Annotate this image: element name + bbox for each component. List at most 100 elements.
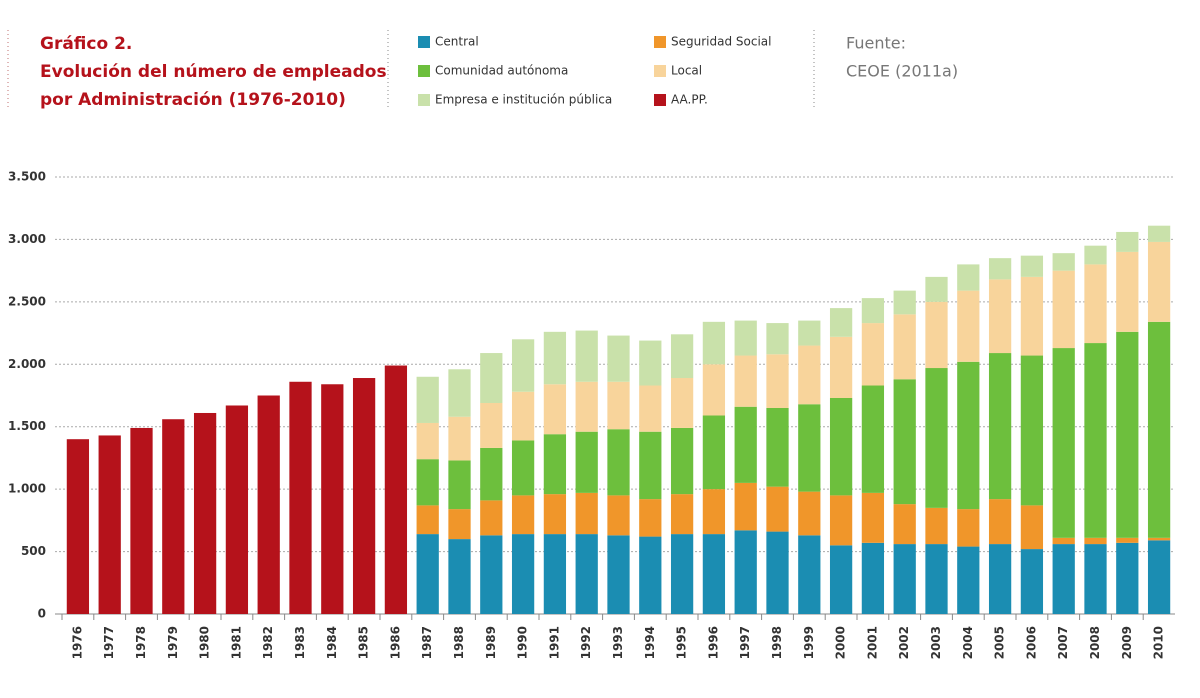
bar-segment [798, 491, 821, 536]
bar-segment [988, 258, 1012, 280]
y-tick-label: 3.500 [8, 170, 46, 184]
chart-title: por Administración (1976-2010) [40, 90, 346, 110]
bar-segment [893, 290, 916, 315]
bar-segment [1116, 537, 1139, 543]
bar-segment [575, 534, 598, 614]
bar-segment [321, 384, 344, 614]
bar-segment [766, 354, 789, 408]
bar-segment [639, 499, 662, 537]
bar-segment [607, 535, 630, 614]
x-tick-label: 1982 [261, 626, 275, 659]
bar-segment [1052, 270, 1075, 349]
legend-label: Empresa e institución pública [435, 93, 612, 107]
bar-segment [575, 492, 598, 535]
bar-segment [702, 321, 726, 365]
x-tick-label: 1976 [70, 626, 84, 659]
x-tick-label: 1981 [229, 626, 243, 659]
bar-segment [893, 379, 916, 505]
bar-segment [670, 427, 694, 495]
y-tick-label: 500 [21, 544, 46, 558]
legend-label: Seguridad Social [671, 35, 771, 49]
bar-segment [798, 535, 821, 614]
bar-segment [766, 531, 789, 614]
x-tick-label: 1985 [357, 626, 371, 659]
bar-segment [1116, 251, 1139, 332]
bar-segment [734, 355, 757, 407]
bar-segment [448, 369, 471, 417]
x-tick-label: 2002 [897, 626, 911, 659]
bar-segment [1084, 264, 1107, 344]
bar-segment [734, 320, 757, 356]
x-tick-label: 1999 [802, 626, 816, 659]
source: CEOE (2011a) [846, 62, 958, 81]
bar-segment [798, 320, 821, 346]
bar-segment [670, 378, 694, 428]
bar-segment [702, 364, 726, 416]
bar-segment [639, 431, 662, 500]
bar-segment [861, 298, 885, 324]
chart-title: Gráfico 2. [40, 34, 132, 54]
bar-segment [893, 504, 916, 545]
bar-segment [257, 395, 280, 614]
bar-segment [639, 340, 662, 386]
y-tick-label: 2.000 [8, 357, 46, 371]
bar-segment [480, 402, 503, 448]
bar-segment [416, 505, 439, 535]
x-tick-label: 1998 [770, 626, 784, 659]
x-tick-label: 1995 [675, 626, 689, 659]
bar-segment [416, 534, 439, 614]
bar-segment [670, 534, 694, 614]
legend-swatch [654, 94, 666, 106]
bar-segment [607, 429, 630, 496]
bar-segment [734, 530, 757, 614]
bar-segment [861, 323, 885, 386]
bar-segment [575, 381, 598, 432]
bar-segment [766, 323, 789, 355]
bar-segment [957, 546, 980, 614]
bar-segment [511, 534, 535, 614]
bar-segment [702, 415, 726, 490]
bar-segment [1084, 537, 1107, 545]
bar-segment [1147, 540, 1171, 614]
x-tick-label: 1987 [420, 626, 434, 659]
legend-swatch [418, 94, 430, 106]
bar-segment [957, 361, 980, 510]
x-tick-label: 1978 [134, 626, 148, 659]
legend-swatch [418, 65, 430, 77]
x-tick-label: 1990 [516, 626, 530, 659]
bar-segment [734, 482, 757, 531]
bar-segment [480, 447, 503, 501]
bar-segment [829, 397, 853, 496]
x-tick-label: 1984 [325, 626, 339, 659]
bar-segment [289, 381, 312, 614]
source: Fuente: [846, 34, 906, 53]
bar-segment [225, 405, 249, 614]
bar-segment [1052, 537, 1075, 545]
x-tick-label: 2006 [1024, 626, 1038, 659]
bar-segment [925, 544, 948, 614]
bar-segment [162, 419, 185, 614]
bar-segment [543, 434, 567, 495]
legend-label: Central [435, 35, 479, 49]
bar-segment [607, 381, 630, 430]
bar-segment [511, 391, 535, 441]
x-tick-label: 1983 [293, 626, 307, 659]
bar-segment [893, 544, 916, 614]
x-tick-label: 2004 [961, 626, 975, 659]
x-tick-label: 2000 [834, 626, 848, 659]
x-tick-label: 1979 [166, 626, 180, 659]
bar-segment [1020, 276, 1044, 356]
x-tick-label: 1980 [198, 626, 212, 659]
bar-segment [1084, 343, 1107, 538]
bar-segment [988, 499, 1012, 545]
bar-segment [829, 495, 853, 546]
bar-segment [543, 331, 567, 385]
bar-segment [416, 459, 439, 506]
bar-segment [448, 460, 471, 510]
bar-segment [1116, 231, 1139, 252]
x-tick-label: 2001 [865, 626, 879, 659]
bar-segment [861, 492, 885, 543]
bar-segment [766, 407, 789, 487]
bar-segment [480, 353, 503, 403]
